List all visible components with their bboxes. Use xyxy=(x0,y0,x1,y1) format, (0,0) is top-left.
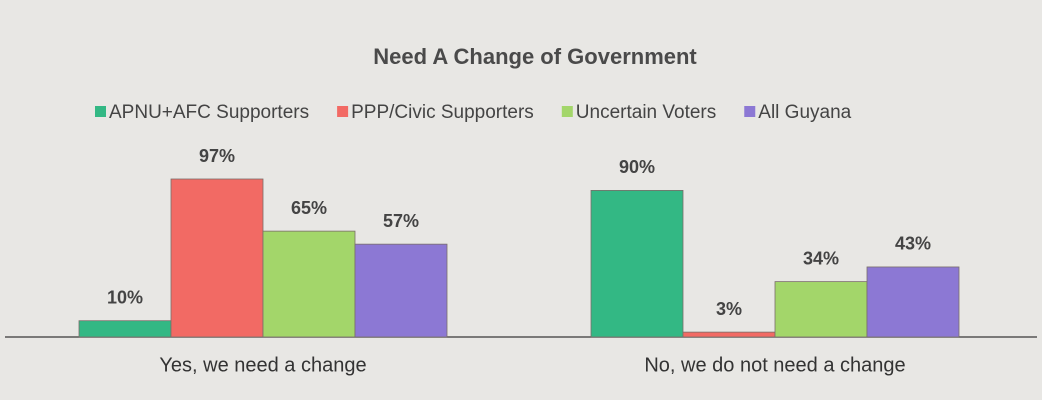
value-label: 65% xyxy=(291,198,327,218)
legend-label: All Guyana xyxy=(758,102,851,123)
bar xyxy=(262,230,356,338)
bar xyxy=(170,178,264,338)
legend-swatch xyxy=(744,106,756,117)
value-label: 34% xyxy=(803,248,839,268)
value-label: 97% xyxy=(199,146,235,166)
chart-title: Need A Change of Government xyxy=(373,44,697,69)
x-tick-label: No, we do not need a change xyxy=(644,354,905,376)
legend-label: PPP/Civic Supporters xyxy=(351,102,534,123)
legend-label: Uncertain Voters xyxy=(576,102,716,123)
legend-swatch xyxy=(337,106,349,117)
bar xyxy=(354,243,448,338)
bar xyxy=(866,266,960,338)
legend-label: APNU+AFC Supporters xyxy=(109,102,309,123)
bar xyxy=(78,320,172,338)
value-label: 90% xyxy=(619,157,655,177)
x-tick-label: Yes, we need a change xyxy=(159,354,366,376)
value-label: 57% xyxy=(383,211,419,231)
value-label: 43% xyxy=(895,234,931,254)
bar xyxy=(774,281,868,338)
legend-swatch xyxy=(561,106,573,117)
value-label: 3% xyxy=(716,299,742,319)
legend-swatch xyxy=(95,106,106,117)
bar xyxy=(590,190,684,338)
bar xyxy=(682,331,776,338)
value-label: 10% xyxy=(107,287,143,307)
